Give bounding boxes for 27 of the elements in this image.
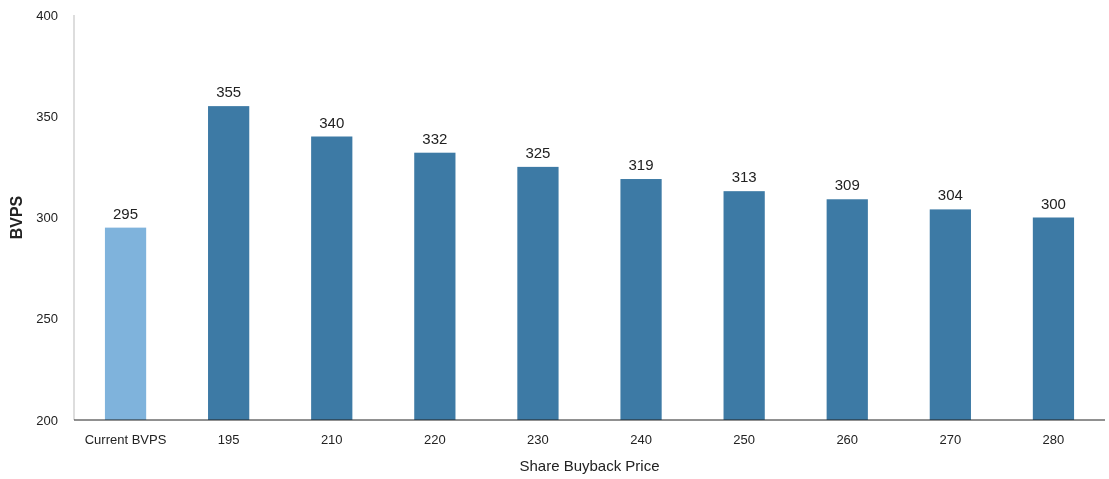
data-label: 304: [937, 186, 963, 204]
data-label: 355: [216, 83, 242, 101]
data-label: 295: [113, 204, 139, 222]
data-label: 319: [628, 156, 654, 174]
x-tick-label: 250: [733, 432, 755, 447]
x-tick-label: 270: [939, 432, 962, 447]
y-tick-label: 300: [36, 210, 58, 226]
y-axis-title: BVPS: [8, 195, 25, 240]
y-tick-label: 350: [36, 108, 58, 124]
y-tick-label: 200: [36, 412, 58, 428]
x-tick-label: 220: [424, 432, 446, 447]
x-tick-label: 230: [527, 432, 549, 447]
data-label: 300: [1040, 194, 1066, 212]
y-tick-label: 400: [36, 7, 58, 23]
x-axis-title: Share Buyback Price: [519, 457, 660, 474]
x-tick-label: 260: [836, 432, 859, 447]
x-tick-label: 210: [320, 432, 343, 447]
x-tick-label: Current BVPS: [84, 432, 167, 447]
x-tick-label: 280: [1042, 432, 1065, 447]
x-tick-label: 195: [217, 432, 240, 447]
data-label: 340: [319, 113, 345, 131]
data-label: 309: [834, 176, 860, 194]
y-tick-label: 250: [36, 311, 58, 327]
data-label: 313: [731, 168, 757, 186]
data-label: 325: [525, 143, 551, 161]
data-label: 332: [422, 129, 448, 147]
x-tick-label: 240: [630, 432, 652, 447]
